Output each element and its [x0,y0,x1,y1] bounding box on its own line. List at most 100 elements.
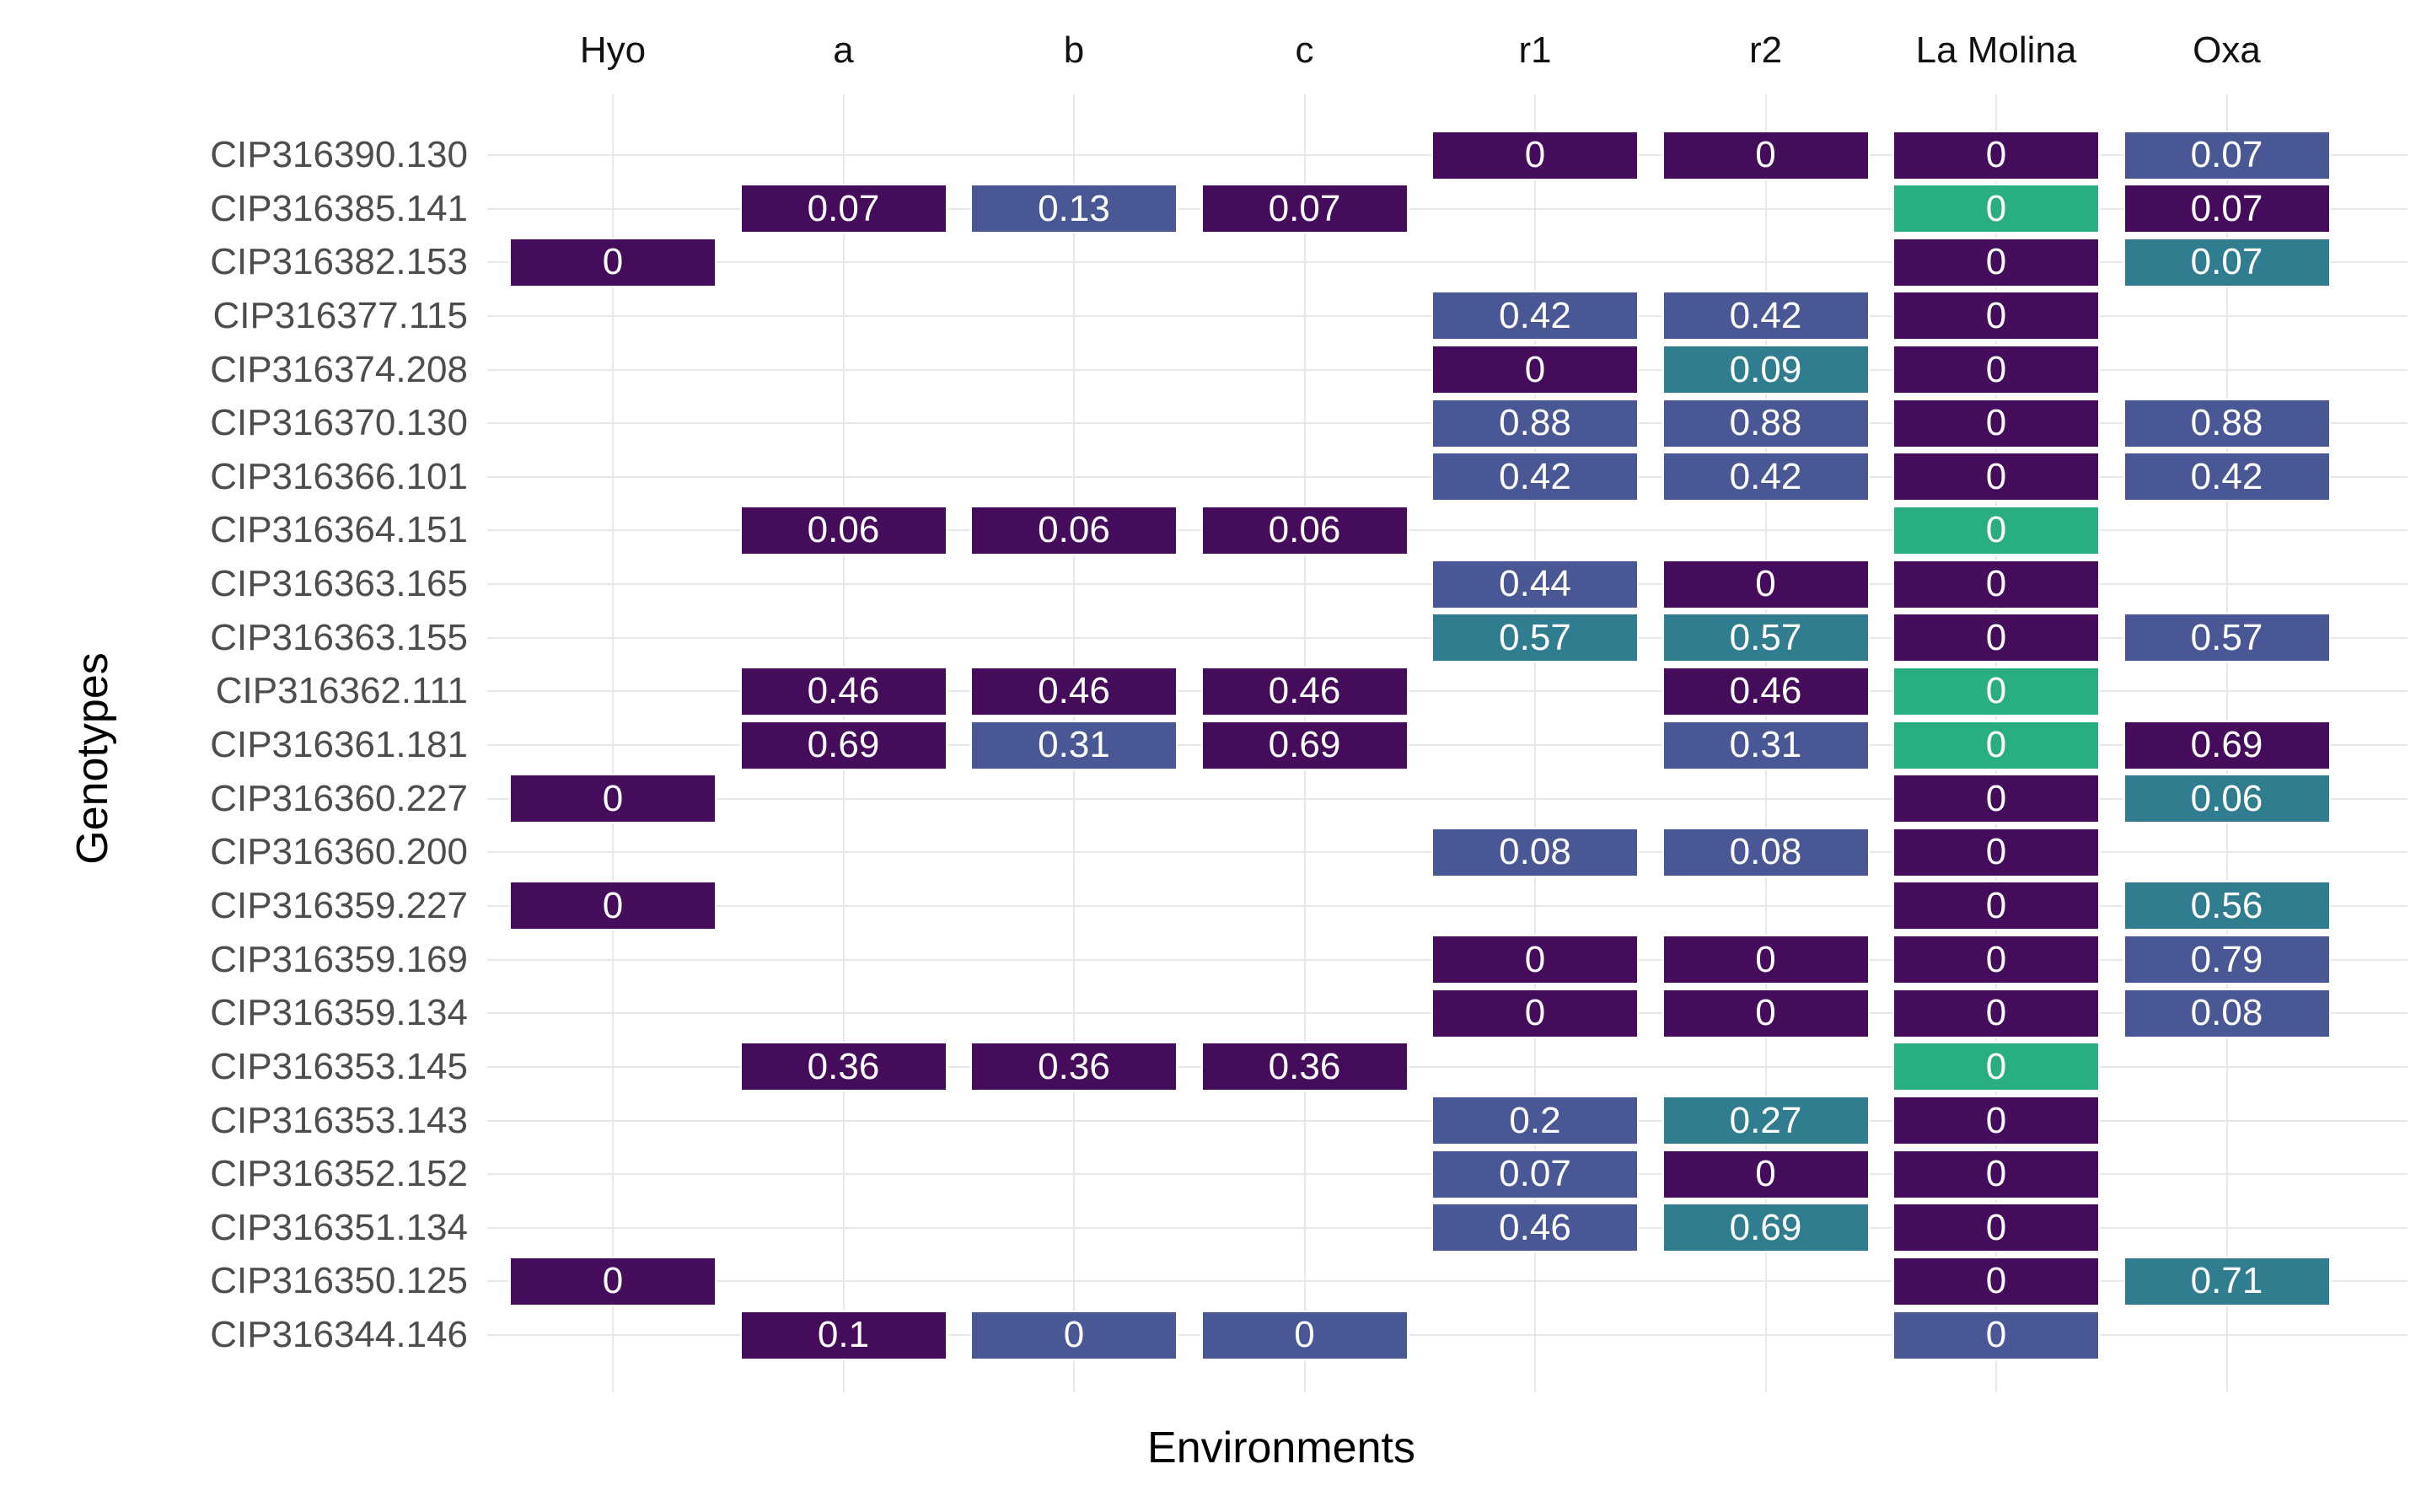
heatmap-cell: 0 [509,1256,717,1306]
heatmap-cell: 0 [1431,935,1639,985]
heatmap-cell: 0 [1661,1149,1870,1199]
cell-value: 0.46 [1499,1206,1571,1248]
heatmap-cell: 0.46 [1200,666,1409,716]
heatmap-cell: 0 [509,237,717,287]
heatmap-cell: 0.06 [2123,774,2331,824]
cell-value: 0 [1985,724,2007,766]
cell-value: 0.71 [2190,1260,2263,1302]
heatmap-cell: 0.42 [1431,291,1639,341]
cell-value: 0 [1755,563,1776,605]
heatmap-cell: 0.27 [1661,1096,1870,1146]
heatmap-cell: 0.06 [970,505,1178,555]
x-tick-label: La Molina [1915,29,2077,71]
heatmap-cell: 0 [1661,935,1870,985]
y-axis-title: Genotypes [68,652,117,865]
heatmap-cell: 0 [1892,1256,2100,1306]
heatmap-cell: 0 [1892,1042,2100,1092]
cell-value: 0 [1985,616,2007,658]
heatmap-cell: 0 [1892,1096,2100,1146]
cell-value: 0.09 [1729,348,1802,390]
heatmap-cell: 0 [1892,184,2100,234]
cell-value: 0.07 [2190,187,2263,229]
cell-value: 0.08 [1499,831,1571,873]
cell-value: 0 [1524,992,1546,1034]
cell-value: 0 [1524,938,1546,980]
heatmap-cell: 0.07 [2123,130,2331,180]
y-tick-label: CIP316353.143 [210,1099,468,1141]
heatmap-cell: 0.07 [739,184,947,234]
cell-value: 0.07 [2190,241,2263,283]
cell-value: 0 [1985,1045,2007,1087]
heatmap-cell: 0 [509,881,717,931]
y-tick-label: CIP316344.146 [210,1314,468,1356]
cell-value: 0.69 [807,724,880,766]
cell-value: 0 [602,884,624,926]
gridline-horizontal [487,690,2408,693]
cell-value: 0 [1755,938,1776,980]
cell-value: 0.08 [1729,831,1802,873]
cell-value: 0.42 [1499,294,1571,336]
gridline-horizontal [487,744,2408,747]
heatmap-cell: 0.57 [2123,613,2331,663]
heatmap-cell: 0 [1892,559,2100,609]
y-tick-label: CIP316361.181 [210,724,468,766]
heatmap-cell: 0 [1892,237,2100,287]
cell-value: 0.69 [1268,724,1341,766]
heatmap-cell: 0.56 [2123,881,2331,931]
gridline-horizontal [487,1334,2408,1337]
cell-value: 0 [1985,134,2007,175]
cell-value: 0.27 [1729,1099,1802,1141]
cell-value: 0 [1755,1153,1776,1195]
heatmap-cell: 0.09 [1661,345,1870,395]
cell-value: 0 [1985,348,2007,390]
cell-value: 0 [1755,992,1776,1034]
y-tick-label: CIP316374.208 [210,348,468,390]
y-tick-label: CIP316359.169 [210,938,468,980]
cell-value: 0 [1985,1260,2007,1302]
heatmap-cell: 0 [1892,291,2100,341]
y-tick-label: CIP316370.130 [210,402,468,444]
heatmap-cell: 0 [1892,881,2100,931]
x-tick-label: a [833,29,854,71]
x-tick-label: Oxa [2193,29,2261,71]
heatmap-cell: 0 [1892,1203,2100,1253]
cell-value: 0.46 [1268,670,1341,712]
cell-value: 0.46 [1038,670,1110,712]
heatmap-cell: 0 [1892,345,2100,395]
cell-value: 0.42 [1499,455,1571,497]
heatmap-cell: 0.06 [1200,505,1409,555]
heatmap-cell: 0 [970,1310,1178,1360]
cell-value: 0.13 [1038,187,1110,229]
cell-value: 0.42 [1729,455,1802,497]
gridline-horizontal [487,904,2408,907]
gridline-horizontal [487,529,2408,532]
heatmap-cell: 0.1 [739,1310,947,1360]
cell-value: 0 [1985,1099,2007,1141]
cell-value: 0 [1985,509,2007,551]
cell-value: 0 [602,1260,624,1302]
heatmap-cell: 0.31 [1661,720,1870,770]
x-tick-label: c [1295,29,1314,71]
cell-value: 0.69 [1729,1206,1802,1248]
y-tick-label: CIP316366.101 [210,455,468,497]
cell-value: 0 [1985,670,2007,712]
cell-value: 0 [1985,402,2007,444]
y-tick-label: CIP316352.152 [210,1153,468,1195]
cell-value: 0.79 [2190,938,2263,980]
heatmap-cell: 0.42 [2123,452,2331,502]
cell-value: 0.06 [1268,509,1341,551]
cell-value: 0.36 [1268,1045,1341,1087]
cell-value: 0.69 [2190,724,2263,766]
heatmap-cell: 0.46 [970,666,1178,716]
cell-value: 0.31 [1729,724,1802,766]
cell-value: 0.1 [817,1314,870,1356]
cell-value: 0.36 [807,1045,880,1087]
cell-value: 0 [1985,294,2007,336]
heatmap-cell: 0 [1661,130,1870,180]
heatmap-cell: 0 [1892,130,2100,180]
cell-value: 0.44 [1499,563,1571,605]
heatmap-cell: 0.88 [1661,398,1870,448]
heatmap-cell: 0 [1892,613,2100,663]
cell-value: 0 [1985,884,2007,926]
cell-value: 0.06 [1038,509,1110,551]
